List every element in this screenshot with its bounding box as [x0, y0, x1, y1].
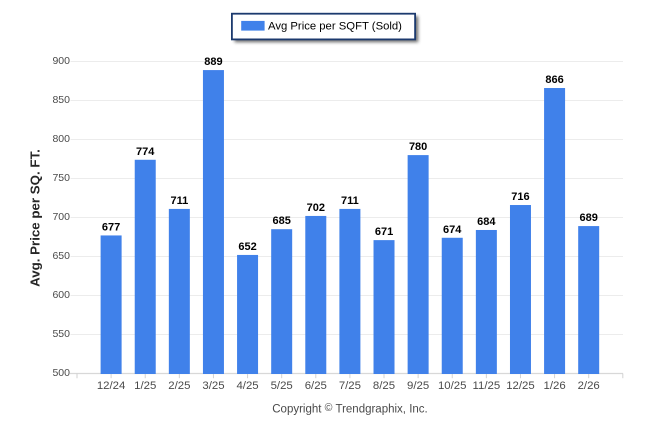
svg-text:689: 689: [580, 212, 598, 224]
svg-text:702: 702: [307, 202, 325, 214]
svg-text:600: 600: [52, 289, 70, 301]
svg-text:5/25: 5/25: [271, 380, 293, 392]
svg-text:11/25: 11/25: [473, 380, 501, 392]
svg-text:711: 711: [341, 195, 359, 207]
svg-text:4/25: 4/25: [236, 380, 258, 392]
svg-text:677: 677: [102, 221, 120, 233]
svg-text:Copyright © Trendgraphix, Inc.: Copyright © Trendgraphix, Inc.: [272, 402, 427, 416]
svg-text:12/25: 12/25: [506, 380, 535, 392]
svg-text:8/25: 8/25: [373, 380, 395, 392]
svg-text:1/25: 1/25: [134, 380, 156, 392]
svg-text:652: 652: [238, 241, 256, 253]
svg-text:774: 774: [136, 146, 155, 158]
svg-text:2/25: 2/25: [168, 380, 190, 392]
svg-text:7/25: 7/25: [339, 380, 361, 392]
svg-text:12/24: 12/24: [97, 380, 126, 392]
svg-text:889: 889: [204, 56, 222, 68]
svg-text:750: 750: [52, 172, 70, 184]
svg-text:685: 685: [273, 215, 291, 227]
svg-text:2/26: 2/26: [578, 380, 600, 392]
svg-text:850: 850: [52, 94, 70, 106]
svg-text:866: 866: [545, 74, 563, 86]
svg-text:711: 711: [170, 195, 188, 207]
svg-text:671: 671: [375, 226, 393, 238]
svg-text:10/25: 10/25: [438, 380, 467, 392]
svg-text:700: 700: [52, 211, 70, 223]
svg-text:900: 900: [52, 55, 70, 67]
svg-text:684: 684: [477, 216, 496, 228]
svg-text:716: 716: [511, 191, 529, 203]
svg-text:800: 800: [52, 133, 70, 145]
svg-text:3/25: 3/25: [202, 380, 224, 392]
svg-text:550: 550: [52, 328, 70, 340]
svg-text:780: 780: [409, 141, 427, 153]
svg-text:674: 674: [443, 224, 462, 236]
svg-text:650: 650: [52, 250, 70, 262]
svg-text:9/25: 9/25: [407, 380, 429, 392]
svg-text:6/25: 6/25: [305, 380, 327, 392]
svg-text:Avg Price per SQFT (Sold): Avg Price per SQFT (Sold): [268, 20, 402, 32]
svg-text:1/26: 1/26: [543, 380, 565, 392]
svg-text:Avg. Price per SQ. FT.: Avg. Price per SQ. FT.: [28, 149, 43, 287]
svg-text:500: 500: [52, 367, 70, 379]
